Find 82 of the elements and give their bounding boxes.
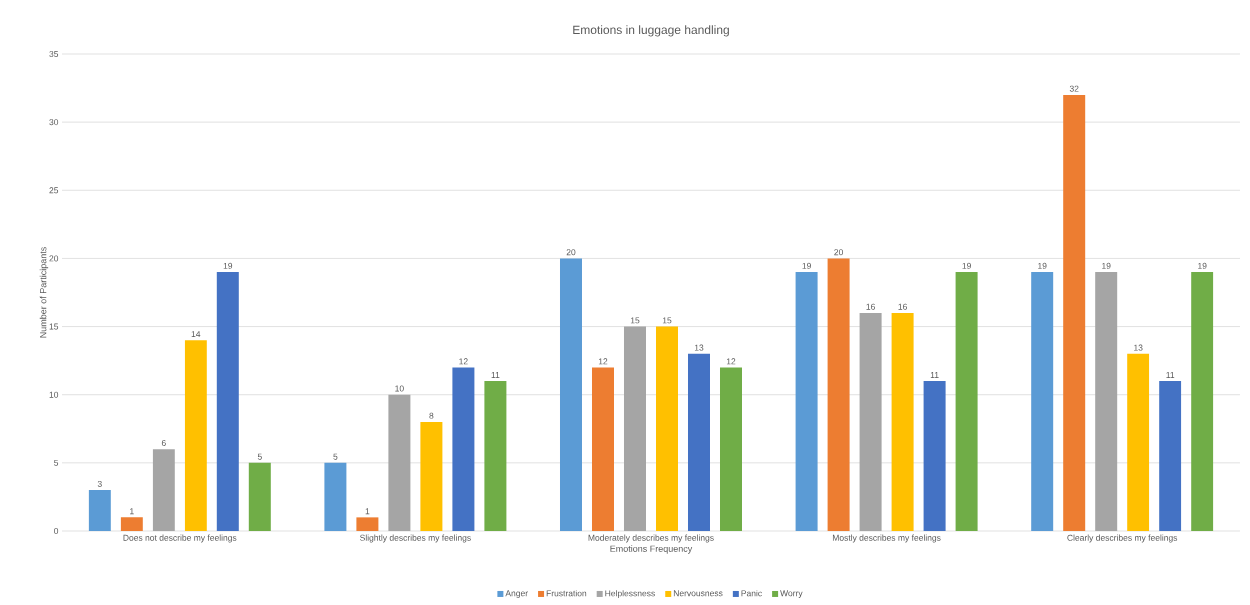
- data-label: 19: [223, 262, 233, 269]
- data-label: 12: [598, 358, 608, 365]
- data-label: 19: [802, 262, 811, 269]
- legend-label: Anger: [505, 590, 528, 598]
- bar: [184, 340, 207, 531]
- data-label: 11: [930, 372, 939, 378]
- y-tick-label: 0: [54, 528, 59, 534]
- bar: [216, 272, 239, 531]
- data-label: 32: [1069, 85, 1079, 92]
- data-label: 11: [491, 372, 500, 378]
- data-label: 15: [662, 317, 672, 324]
- bar: [688, 353, 710, 531]
- bar: [420, 421, 443, 531]
- y-tick-label: 10: [49, 391, 59, 398]
- bar: [452, 367, 475, 531]
- data-label: 3: [97, 480, 102, 487]
- chart-title: Emotions in luggage handling: [573, 25, 729, 37]
- bar: [827, 258, 850, 531]
- legend-label: Helplessness: [605, 590, 655, 599]
- data-label: 19: [1038, 262, 1047, 269]
- legend-label: Frustration: [546, 590, 587, 597]
- data-label: 19: [1198, 262, 1207, 269]
- data-label: 16: [898, 303, 907, 310]
- bar: [624, 326, 646, 531]
- bar: [388, 394, 411, 531]
- data-label: 1: [365, 508, 370, 515]
- y-tick-label: 15: [49, 323, 59, 330]
- data-label: 1: [130, 508, 134, 515]
- bar: [720, 367, 742, 531]
- y-axis-title: Number of Participants: [39, 247, 49, 338]
- data-label: 6: [161, 440, 166, 447]
- x-tick-label: Mostly describes my feelings: [832, 534, 941, 543]
- data-label: 5: [333, 453, 338, 460]
- data-label: 19: [962, 262, 971, 269]
- bar: [955, 272, 978, 531]
- bar: [1095, 272, 1118, 531]
- bar: [1191, 272, 1214, 531]
- y-tick-label: 25: [49, 187, 59, 194]
- bar: [324, 462, 347, 531]
- bar: [795, 272, 818, 531]
- legend-label: Worry: [780, 590, 803, 598]
- data-label: 16: [866, 303, 875, 310]
- bar: [1159, 381, 1182, 531]
- x-tick-label: Clearly describes my feelings: [1067, 534, 1178, 543]
- data-label: 20: [834, 249, 843, 256]
- legend-label: Panic: [741, 590, 762, 597]
- bar: [356, 517, 379, 531]
- bar: [592, 367, 614, 531]
- data-label: 11: [1166, 372, 1175, 378]
- bar: [891, 312, 914, 531]
- bar: [1127, 353, 1150, 531]
- y-tick-label: 35: [49, 50, 59, 57]
- y-tick-label: 5: [54, 459, 59, 466]
- bar: [559, 258, 582, 531]
- bar: [859, 312, 882, 531]
- bar: [1063, 94, 1086, 531]
- data-label: 5: [257, 453, 262, 460]
- legend-label: Nervousness: [673, 590, 723, 597]
- data-label: 13: [694, 344, 704, 351]
- y-tick-label: 20: [49, 255, 59, 262]
- data-label: 15: [630, 317, 640, 324]
- data-label: 8: [429, 412, 434, 419]
- data-label: 19: [1102, 262, 1111, 269]
- x-tick-label: Does not describe my feelings: [123, 534, 237, 543]
- bar: [248, 462, 271, 531]
- data-label: 12: [726, 358, 736, 365]
- data-label: 20: [566, 249, 576, 256]
- x-tick-label: Slightly describes my feelings: [360, 534, 471, 543]
- bar: [656, 326, 678, 531]
- bar: [484, 381, 507, 531]
- x-axis-title: Emotions Frequency: [610, 545, 693, 554]
- bar: [120, 517, 143, 531]
- data-label: 14: [191, 331, 201, 337]
- bar: [923, 381, 946, 531]
- bar: [152, 449, 175, 531]
- y-tick-label: 30: [49, 119, 59, 126]
- bar: [1031, 272, 1054, 531]
- data-label: 10: [395, 385, 404, 392]
- data-label: 12: [459, 358, 468, 365]
- bar: [88, 490, 111, 531]
- x-tick-label: Moderately describes my feelings: [588, 534, 714, 543]
- data-label: 13: [1134, 344, 1143, 351]
